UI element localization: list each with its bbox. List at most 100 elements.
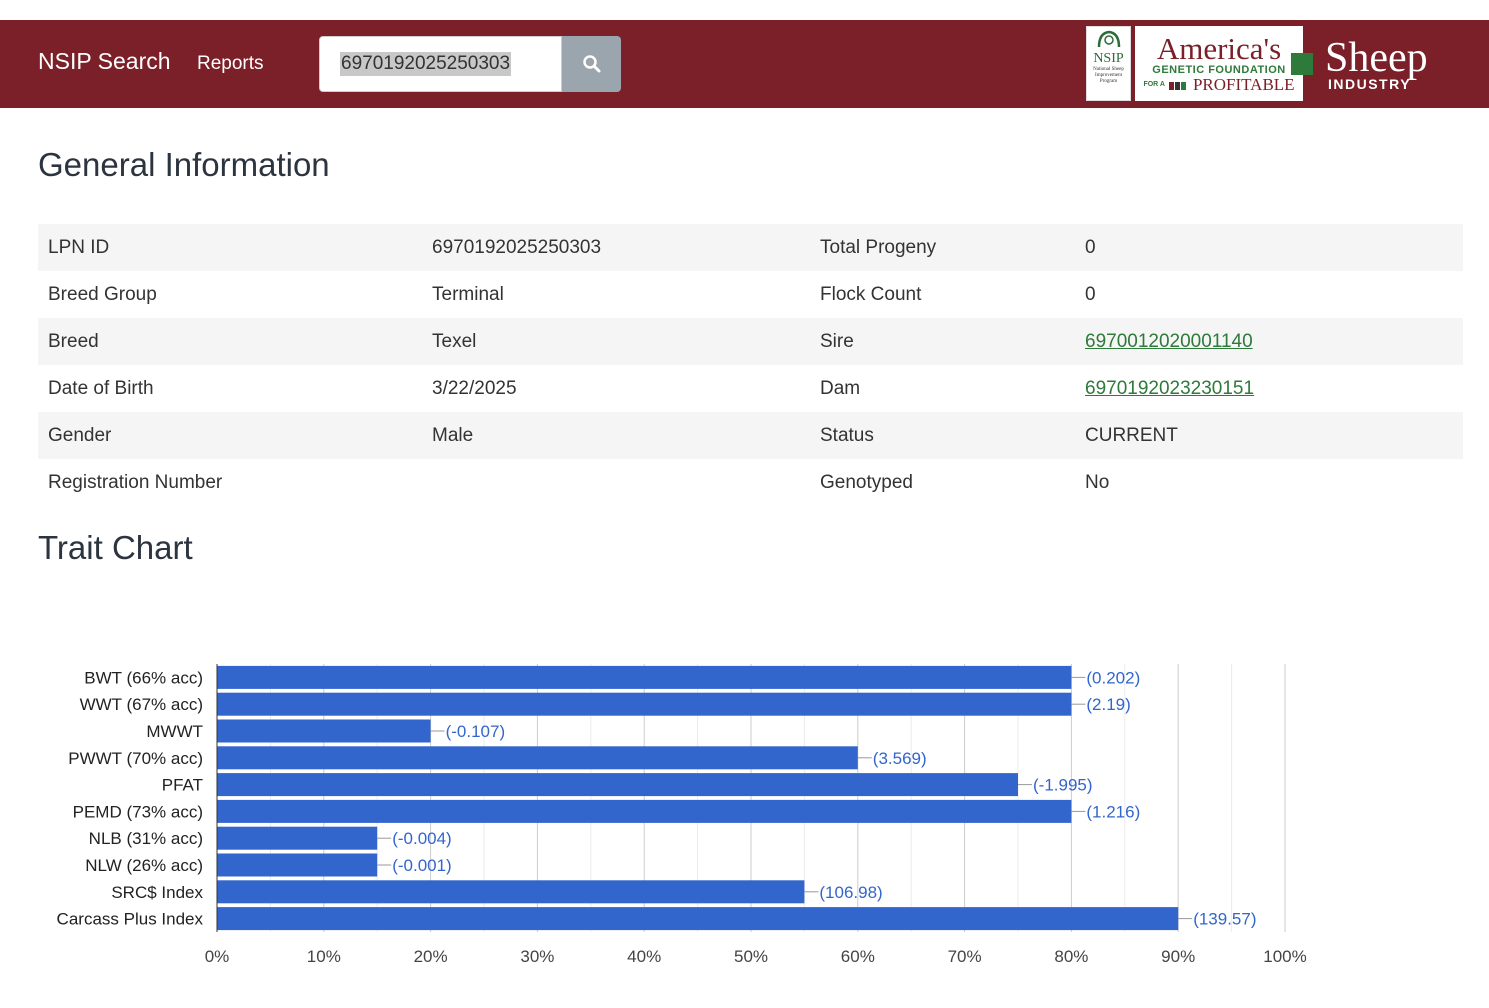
info-row: Breed Group Terminal Flock Count 0 [38, 271, 1463, 318]
category-label: Carcass Plus Index [57, 910, 204, 929]
value-label: (2.19) [1086, 695, 1130, 714]
value-label: (3.569) [873, 749, 927, 768]
value-label: (139.57) [1193, 910, 1256, 929]
info-row: Registration Number Genotyped No [38, 459, 1463, 506]
value-label: (106.98) [819, 883, 882, 902]
x-tick-label: 80% [1054, 947, 1088, 966]
bar [217, 746, 858, 770]
bar [217, 907, 1179, 931]
green-square-icon [1291, 52, 1313, 75]
sheep-emblem-icon [1097, 30, 1120, 48]
nsip-logo: NSIP National Sheep Improvement Program [1086, 26, 1131, 101]
bar [217, 665, 1072, 689]
info-row: Gender Male Status CURRENT [38, 412, 1463, 459]
value-label: (-1.995) [1033, 776, 1093, 795]
sire-link[interactable]: 6970012020001140 [1085, 330, 1253, 352]
category-label: NLW (26% acc) [85, 856, 203, 875]
x-tick-label: 90% [1161, 947, 1195, 966]
bar [217, 692, 1072, 716]
bar [217, 799, 1072, 823]
dam-link[interactable]: 6970192023230151 [1085, 377, 1255, 399]
nsip-logo-subtitle: National Sheep Improvement Program [1093, 67, 1124, 84]
info-label: Breed Group [48, 283, 157, 305]
category-label: BWT (66% acc) [84, 668, 203, 687]
info-label: Breed [48, 330, 99, 352]
search-form: 6970192025250303 [319, 36, 621, 92]
info-label: Flock Count [820, 283, 922, 305]
partner-logos: NSIP National Sheep Improvement Program … [1086, 26, 1428, 101]
nav-reports-link[interactable]: Reports [197, 53, 264, 74]
search-button[interactable] [562, 36, 621, 92]
x-tick-label: 50% [734, 947, 768, 966]
search-icon [582, 55, 600, 73]
info-label: Status [820, 424, 874, 446]
info-value: CURRENT [1085, 424, 1178, 446]
x-tick-label: 100% [1263, 947, 1306, 966]
x-tick-label: 40% [627, 947, 661, 966]
sheep-logo-subtitle: INDUSTRY [1328, 75, 1412, 92]
sheep-logo-title: Sheep [1325, 34, 1428, 81]
info-value [422, 459, 810, 506]
x-tick-label: 30% [520, 947, 554, 966]
x-tick-label: 0% [205, 947, 230, 966]
info-value: 0 [1085, 236, 1096, 258]
info-row: Date of Birth 3/22/2025 Dam 697019202323015… [38, 365, 1463, 412]
x-tick-label: 70% [948, 947, 982, 966]
category-label: PWWT (70% acc) [68, 749, 203, 768]
value-label: (1.216) [1086, 802, 1140, 821]
category-label: PEMD (73% acc) [73, 802, 203, 821]
info-value: 0 [1085, 283, 1096, 305]
x-tick-label: 20% [414, 947, 448, 966]
america-logo-title: America's [1156, 30, 1282, 66]
x-tick-label: 10% [307, 947, 341, 966]
america-logo-for: FOR A [1143, 80, 1165, 88]
info-label: Total Progeny [820, 236, 937, 258]
trait-chart: BWT (66% acc) (0.202) WWT (67% acc) (2.19) M… [57, 664, 1307, 966]
color-blocks-icon [1168, 81, 1186, 90]
info-label: Sire [820, 330, 854, 352]
category-label: MWWT [146, 722, 203, 741]
bar [217, 853, 378, 877]
info-label: LPN ID [48, 236, 110, 258]
america-logo-subtitle: GENETIC FOUNDATION [1152, 63, 1286, 76]
search-input-value: 6970192025250303 [340, 52, 512, 76]
info-value: Male [432, 424, 474, 446]
bar [217, 826, 378, 850]
navbar: NSIP Search Reports 6970192025250303 NSI… [0, 20, 1489, 108]
info-value: 6970012020001140 [1075, 318, 1463, 365]
bar [217, 719, 431, 743]
info-label: Gender [48, 424, 112, 446]
info-label: Date of Birth [48, 377, 154, 399]
bar [217, 880, 805, 904]
info-value: 3/22/2025 [432, 377, 517, 399]
info-value: Texel [432, 330, 477, 352]
info-label: Genotyped [820, 471, 913, 493]
general-information-table: LPN ID 6970192025250303 Total Progeny 0 Bree… [38, 224, 1463, 506]
info-value: No [1085, 471, 1110, 493]
category-label: PFAT [162, 776, 203, 795]
value-label: (-0.004) [392, 829, 452, 848]
search-input[interactable]: 6970192025250303 [319, 36, 562, 92]
nsip-logo-text: NSIP [1093, 51, 1124, 66]
value-label: (-0.001) [392, 856, 452, 875]
bar [217, 773, 1018, 797]
info-value: 6970192023230151 [1075, 365, 1463, 412]
america-logo-profitable-text: PROFITABLE [1192, 74, 1295, 94]
sheep-industry-logo: Sheep INDUSTRY [1291, 34, 1428, 92]
info-label: Registration Number [48, 471, 223, 493]
value-label: (0.202) [1086, 668, 1140, 687]
category-label: SRC$ Index [111, 883, 203, 902]
value-label: (-0.107) [446, 722, 506, 741]
x-tick-label: 60% [841, 947, 875, 966]
category-label: NLB (31% acc) [89, 829, 203, 848]
america-logo: America's GENETIC FOUNDATION FOR A PROFI… [1135, 26, 1303, 101]
info-label: Dam [820, 377, 861, 399]
info-row: LPN ID 6970192025250303 Total Progeny 0 [38, 224, 1463, 271]
info-value: 6970192025250303 [432, 236, 602, 258]
category-label: WWT (67% acc) [80, 695, 203, 714]
info-value: Terminal [432, 283, 504, 305]
info-row: Breed Texel Sire 6970012020001140 [38, 318, 1463, 365]
america-logo-profitable: FOR A PROFITABLE [1143, 74, 1295, 94]
brand-link[interactable]: NSIP Search [38, 48, 171, 74]
trait-chart-heading: Trait Chart [38, 529, 193, 566]
